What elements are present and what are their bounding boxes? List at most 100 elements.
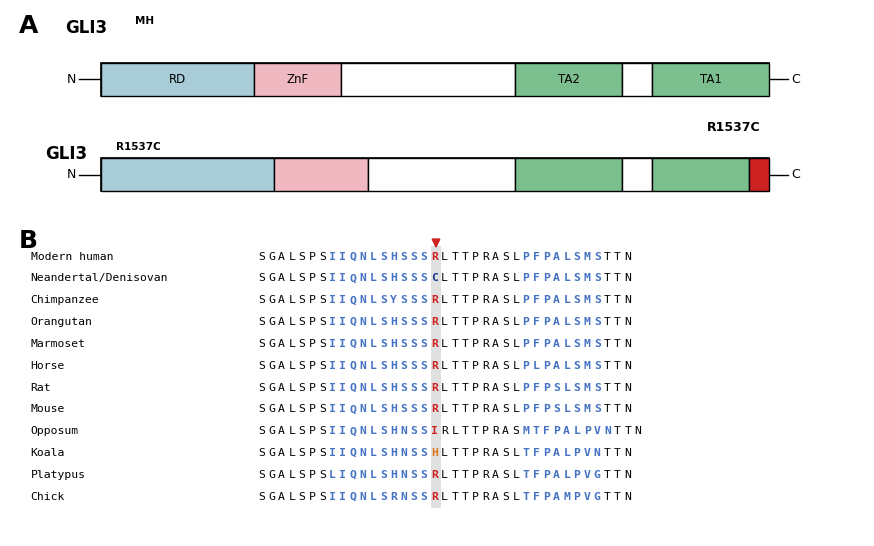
Text: S: S: [420, 448, 427, 458]
Text: T: T: [451, 383, 458, 393]
Text: L: L: [288, 470, 295, 480]
Text: S: S: [319, 383, 326, 393]
Text: H: H: [390, 252, 397, 262]
Bar: [622, 158, 652, 191]
Text: S: S: [258, 361, 265, 371]
Text: M: M: [584, 339, 591, 349]
Text: L: L: [441, 405, 448, 414]
Text: T: T: [604, 405, 611, 414]
Text: L: L: [512, 295, 519, 305]
Text: T: T: [604, 492, 611, 502]
Text: P: P: [309, 274, 316, 283]
Text: I: I: [339, 426, 346, 436]
Text: T: T: [614, 492, 621, 502]
Text: A: A: [492, 383, 499, 393]
Text: I: I: [329, 361, 336, 371]
Text: F: F: [533, 383, 539, 393]
Text: L: L: [564, 361, 570, 371]
Bar: [368, 158, 515, 191]
Text: A: A: [492, 274, 499, 283]
Text: S: S: [380, 426, 387, 436]
Text: T: T: [604, 361, 611, 371]
Text: A: A: [553, 361, 560, 371]
Text: S: S: [411, 317, 418, 327]
Text: G: G: [268, 492, 275, 502]
Text: I: I: [339, 274, 346, 283]
Text: I: I: [339, 405, 346, 414]
Text: S: S: [573, 339, 580, 349]
Text: S: S: [420, 492, 427, 502]
Text: N: N: [66, 168, 76, 181]
Text: I: I: [431, 426, 438, 436]
Text: H: H: [390, 361, 397, 371]
Text: T: T: [604, 295, 611, 305]
Text: N: N: [359, 492, 366, 502]
Text: T: T: [461, 470, 468, 480]
Text: A: A: [553, 470, 560, 480]
Text: H: H: [390, 274, 397, 283]
Text: I: I: [329, 252, 336, 262]
Text: R: R: [431, 492, 438, 502]
Bar: [274, 158, 368, 191]
Text: T: T: [461, 492, 468, 502]
Text: L: L: [370, 274, 377, 283]
Text: S: S: [593, 317, 600, 327]
Text: N: N: [624, 252, 631, 262]
Text: M: M: [584, 383, 591, 393]
Text: A: A: [19, 14, 38, 38]
Text: G: G: [593, 492, 600, 502]
Bar: [101, 158, 769, 191]
Text: V: V: [584, 492, 591, 502]
Text: N: N: [359, 470, 366, 480]
Text: T: T: [451, 448, 458, 458]
Text: S: S: [420, 361, 427, 371]
Text: P: P: [543, 317, 550, 327]
Text: R: R: [431, 383, 438, 393]
Text: A: A: [553, 252, 560, 262]
Text: P: P: [309, 295, 316, 305]
Text: M: M: [584, 361, 591, 371]
Text: P: P: [523, 383, 530, 393]
Text: S: S: [553, 405, 560, 414]
Text: P: P: [472, 295, 479, 305]
Text: L: L: [370, 448, 377, 458]
Text: A: A: [492, 361, 499, 371]
Text: P: P: [543, 274, 550, 283]
Text: T: T: [614, 361, 621, 371]
Text: F: F: [533, 252, 539, 262]
Text: S: S: [299, 470, 305, 480]
Text: H: H: [390, 317, 397, 327]
Text: S: S: [420, 317, 427, 327]
Bar: [101, 158, 274, 191]
Text: L: L: [288, 317, 295, 327]
Text: I: I: [339, 383, 346, 393]
Text: A: A: [553, 274, 560, 283]
Text: A: A: [492, 405, 499, 414]
Text: T: T: [614, 317, 621, 327]
Text: P: P: [543, 448, 550, 458]
Text: T: T: [614, 295, 621, 305]
Text: R1537C: R1537C: [116, 142, 161, 152]
Text: S: S: [400, 295, 407, 305]
Text: A: A: [278, 426, 285, 436]
Text: S: S: [258, 448, 265, 458]
Text: P: P: [543, 492, 550, 502]
Text: P: P: [573, 470, 580, 480]
Text: S: S: [380, 252, 387, 262]
Text: Neandertal/Denisovan: Neandertal/Denisovan: [31, 274, 168, 283]
Text: L: L: [512, 339, 519, 349]
Text: Chimpanzee: Chimpanzee: [31, 295, 100, 305]
Text: R: R: [482, 383, 489, 393]
Bar: [341, 63, 515, 96]
Text: P: P: [523, 339, 530, 349]
Text: L: L: [441, 492, 448, 502]
Text: N: N: [624, 339, 631, 349]
Text: N: N: [359, 274, 366, 283]
Text: L: L: [564, 470, 570, 480]
Text: R: R: [431, 295, 438, 305]
Text: S: S: [503, 470, 509, 480]
Text: F: F: [533, 339, 539, 349]
Text: S: S: [400, 405, 407, 414]
Text: T: T: [451, 339, 458, 349]
Text: S: S: [420, 405, 427, 414]
